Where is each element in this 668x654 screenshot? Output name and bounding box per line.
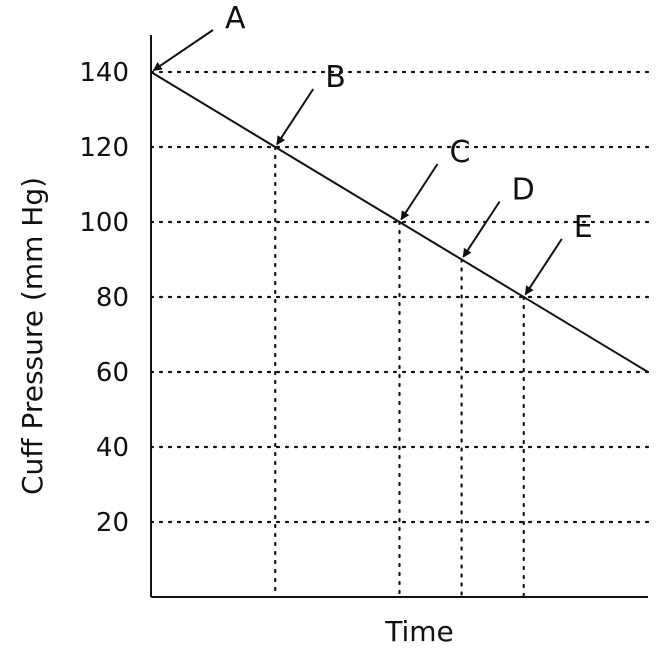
y-tick-label-20: 20 [96,508,129,538]
y-tick-label-140: 140 [79,58,129,88]
annotation-label-d: D [512,173,535,208]
annotation-arrow-e [524,238,563,296]
axes [150,35,648,598]
y-tick-labels: 20 40 60 80 100 120 140 [79,58,129,538]
series [150,71,649,373]
y-tick-label-120: 120 [79,133,129,163]
y-axis-label: Cuff Pressure (mm Hg) [16,177,49,495]
annotation-label-b: B [325,60,346,95]
grid [149,70,650,599]
annotation-arrow-c [400,163,439,221]
y-tick-label-100: 100 [79,208,129,238]
annotations: A B C D E [152,1,593,296]
annotation-label-e: E [574,210,593,245]
y-tick-label-40: 40 [96,433,129,463]
annotation-label-c: C [450,135,471,170]
y-tick-label-60: 60 [96,358,129,388]
annotation-label-a: A [225,1,246,36]
y-tick-label-80: 80 [96,283,129,313]
x-axis-label: Time [384,615,454,648]
annotation-arrow-d [462,200,501,258]
annotation-arrow-a [152,29,214,72]
series-line-0 [150,71,649,373]
annotation-arrow-b [276,88,315,146]
